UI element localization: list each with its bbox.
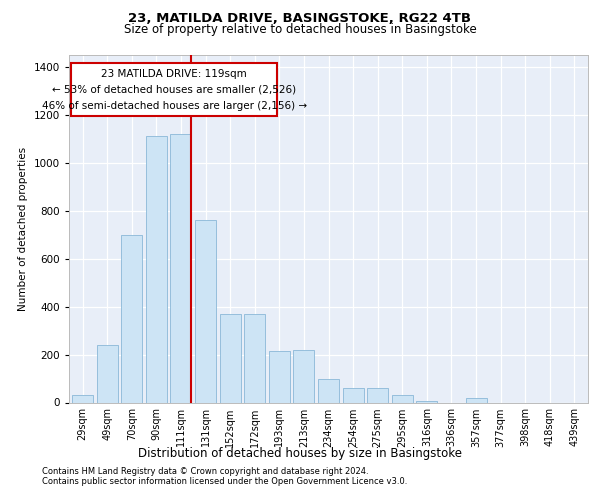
Bar	[367, 388, 388, 402]
Bar	[244, 314, 265, 402]
Text: Distribution of detached houses by size in Basingstoke: Distribution of detached houses by size …	[138, 448, 462, 460]
Text: 23, MATILDA DRIVE, BASINGSTOKE, RG22 4TB: 23, MATILDA DRIVE, BASINGSTOKE, RG22 4TB	[128, 12, 472, 26]
Text: Size of property relative to detached houses in Basingstoke: Size of property relative to detached ho…	[124, 22, 476, 36]
Bar	[466, 398, 487, 402]
Text: 23 MATILDA DRIVE: 119sqm: 23 MATILDA DRIVE: 119sqm	[101, 70, 247, 80]
FancyBboxPatch shape	[71, 64, 277, 116]
Text: Contains HM Land Registry data © Crown copyright and database right 2024.: Contains HM Land Registry data © Crown c…	[42, 467, 368, 476]
Bar	[343, 388, 364, 402]
Text: Contains public sector information licensed under the Open Government Licence v3: Contains public sector information licen…	[42, 477, 407, 486]
Text: ← 53% of detached houses are smaller (2,526): ← 53% of detached houses are smaller (2,…	[52, 85, 296, 95]
Bar	[220, 314, 241, 402]
Bar	[318, 378, 339, 402]
Text: 46% of semi-detached houses are larger (2,156) →: 46% of semi-detached houses are larger (…	[41, 100, 307, 110]
Bar	[293, 350, 314, 403]
Bar	[195, 220, 216, 402]
Bar	[121, 234, 142, 402]
Bar	[97, 345, 118, 403]
Bar	[269, 351, 290, 403]
Bar	[146, 136, 167, 402]
Bar	[392, 396, 413, 402]
Y-axis label: Number of detached properties: Number of detached properties	[18, 146, 28, 311]
Bar	[170, 134, 191, 402]
Bar	[72, 396, 93, 402]
